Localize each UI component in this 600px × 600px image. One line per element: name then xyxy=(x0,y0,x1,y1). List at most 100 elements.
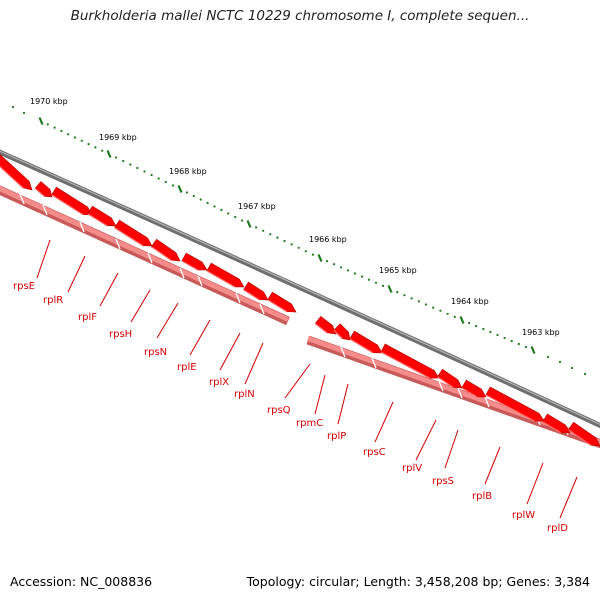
gene-label-rpmC[interactable]: rpmC xyxy=(296,418,323,429)
gene-label-rpsH[interactable]: rpsH xyxy=(109,329,132,340)
minor-tick xyxy=(503,336,506,340)
backbone-track xyxy=(0,149,600,429)
minor-tick xyxy=(403,294,406,297)
minor-tick xyxy=(157,177,160,180)
minor-tick xyxy=(374,281,378,284)
label-leader xyxy=(156,302,179,339)
minor-tick xyxy=(206,201,209,205)
minor-tick xyxy=(185,191,188,194)
label-leader xyxy=(374,401,394,443)
minor-tick xyxy=(192,194,195,198)
gene-label-rplB[interactable]: rplB xyxy=(472,491,492,502)
gene-label-rplW[interactable]: rplW xyxy=(512,510,535,521)
minor-tick xyxy=(255,226,258,229)
minor-tick xyxy=(367,278,371,281)
gene-label-rpsS[interactable]: rpsS xyxy=(432,476,454,487)
label-leader xyxy=(284,363,311,399)
gene-label-rplF[interactable]: rplF xyxy=(78,312,97,323)
minor-tick xyxy=(115,156,118,159)
label-leader xyxy=(244,342,264,385)
gene-label-rpsN[interactable]: rpsN xyxy=(144,347,167,358)
cds-highlight xyxy=(243,289,260,301)
minor-tick xyxy=(60,129,63,132)
label-leader xyxy=(559,476,578,519)
minor-tick xyxy=(94,146,97,149)
label-leader xyxy=(130,289,151,323)
minor-tick xyxy=(570,366,574,370)
minor-tick xyxy=(73,136,77,139)
minor-tick xyxy=(122,159,125,163)
kbp-label: 1966 kbp xyxy=(309,235,347,244)
cds-highlight xyxy=(0,165,24,189)
gene-label-rpsQ[interactable]: rpsQ xyxy=(267,405,291,416)
gene-labels: rpsE rplR rplF rpsH rpsN rplE rplX rplN rpsQ rpmC… xyxy=(13,281,568,534)
kbp-label: 1967 kbp xyxy=(238,202,276,211)
kbp-label: 1963 kbp xyxy=(522,328,560,337)
cds-arrow[interactable] xyxy=(34,181,53,198)
cds-highlight xyxy=(267,299,288,313)
track-separator xyxy=(457,387,463,399)
minor-tick xyxy=(558,360,562,364)
minor-tick xyxy=(80,139,83,142)
cds-highlight xyxy=(114,227,144,247)
minor-tick xyxy=(276,236,279,239)
minor-tick xyxy=(546,355,550,359)
track-separator xyxy=(115,238,121,250)
track-separator xyxy=(197,275,203,287)
minor-tick xyxy=(164,180,167,184)
minor-tick xyxy=(129,163,132,166)
cds-highlight xyxy=(485,394,536,422)
label-leader xyxy=(189,319,211,356)
minor-tick xyxy=(53,126,56,129)
track-separator xyxy=(484,396,490,408)
cds-highlight xyxy=(380,351,431,379)
label-leader xyxy=(337,383,349,425)
major-tick xyxy=(106,150,112,158)
accession-text: Accession: NC_008836 xyxy=(10,574,153,589)
tick-marks xyxy=(11,105,587,376)
kbp-labels: 1970 kbp 1969 kbp 1968 kbp 1967 kbp 1966 kbp… xyxy=(30,97,560,337)
minor-tick xyxy=(22,111,26,115)
minor-tick xyxy=(583,372,587,376)
label-leader xyxy=(219,332,241,371)
label-leader xyxy=(36,239,51,279)
label-leader xyxy=(67,255,86,293)
minor-tick xyxy=(446,312,449,315)
kbp-label: 1970 kbp xyxy=(30,97,68,106)
track-separator xyxy=(259,303,265,315)
track-separator xyxy=(179,267,185,279)
gene-label-rpsC[interactable]: rpsC xyxy=(363,447,386,458)
cds-highlight xyxy=(51,194,84,216)
cds-highlight xyxy=(349,338,374,354)
cds-highlight xyxy=(181,260,199,271)
gene-label-rplN[interactable]: rplN xyxy=(234,389,255,400)
minor-tick xyxy=(417,300,420,303)
minor-tick xyxy=(332,263,336,266)
gene-label-rpsE[interactable]: rpsE xyxy=(13,281,35,292)
gene-label-rplR[interactable]: rplR xyxy=(43,295,63,306)
minor-tick xyxy=(346,269,350,272)
map-title: Burkholderia mallei NCTC 10229 chromosom… xyxy=(70,8,530,24)
track-separator xyxy=(235,292,241,304)
major-tick xyxy=(177,185,183,193)
minor-tick xyxy=(410,297,413,300)
minor-tick xyxy=(325,260,329,263)
gene-label-rplE[interactable]: rplE xyxy=(177,362,197,373)
label-leader xyxy=(415,419,437,461)
major-tick xyxy=(387,285,393,293)
minor-tick xyxy=(101,149,104,152)
kbp-label: 1964 kbp xyxy=(451,297,489,306)
cds-highlight xyxy=(437,376,454,388)
track-separator xyxy=(79,221,85,233)
backbone-line xyxy=(0,149,600,429)
minor-tick xyxy=(432,306,435,309)
minor-tick xyxy=(213,205,216,208)
gene-label-rplD[interactable]: rplD xyxy=(547,523,568,534)
minor-tick xyxy=(396,291,399,294)
gene-label-rplX[interactable]: rplX xyxy=(209,377,229,388)
gene-label-rplV[interactable]: rplV xyxy=(402,463,422,474)
kbp-label: 1968 kbp xyxy=(169,167,207,176)
minor-tick xyxy=(227,212,230,215)
gene-label-rplP[interactable]: rplP xyxy=(327,431,346,442)
